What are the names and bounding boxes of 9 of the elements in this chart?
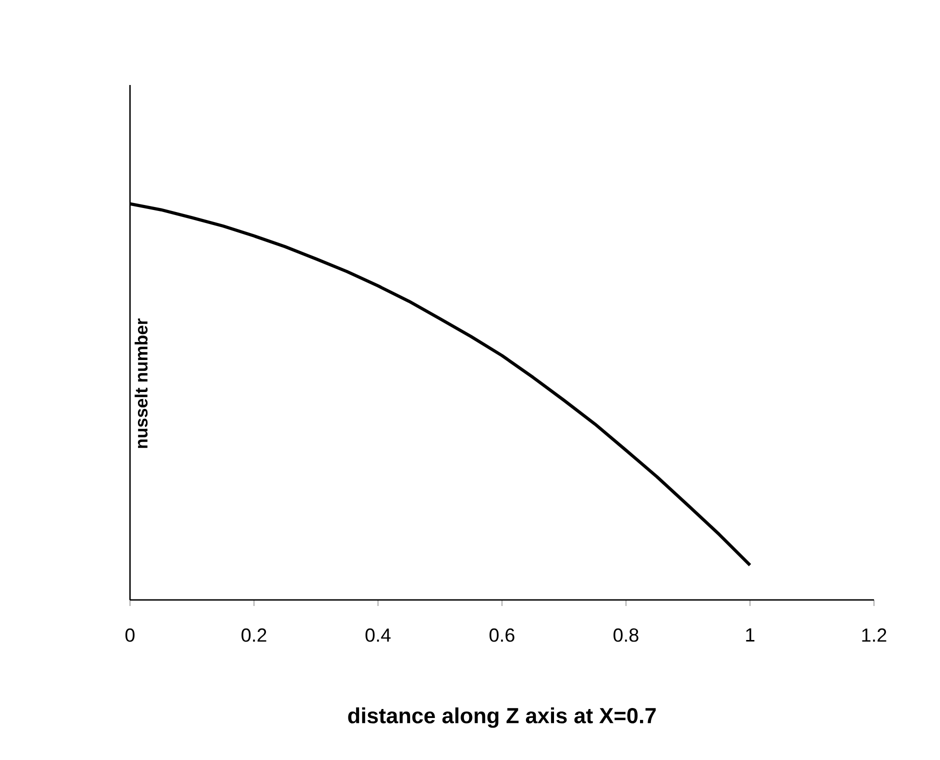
x-tick-label: 0.4 [366, 628, 391, 642]
x-tick-label: 0 [125, 628, 135, 642]
x-axis-title: distance along Z axis at X=0.7 [348, 707, 656, 728]
x-tick-label: 0.8 [614, 628, 638, 642]
x-tick-label: 1.2 [862, 628, 886, 642]
x-tick-label: 1 [746, 628, 754, 642]
x-tick-label: 0.6 [490, 628, 514, 642]
x-tick-label: 0.2 [242, 628, 266, 642]
y-axis-title: nusselt number [134, 318, 148, 448]
